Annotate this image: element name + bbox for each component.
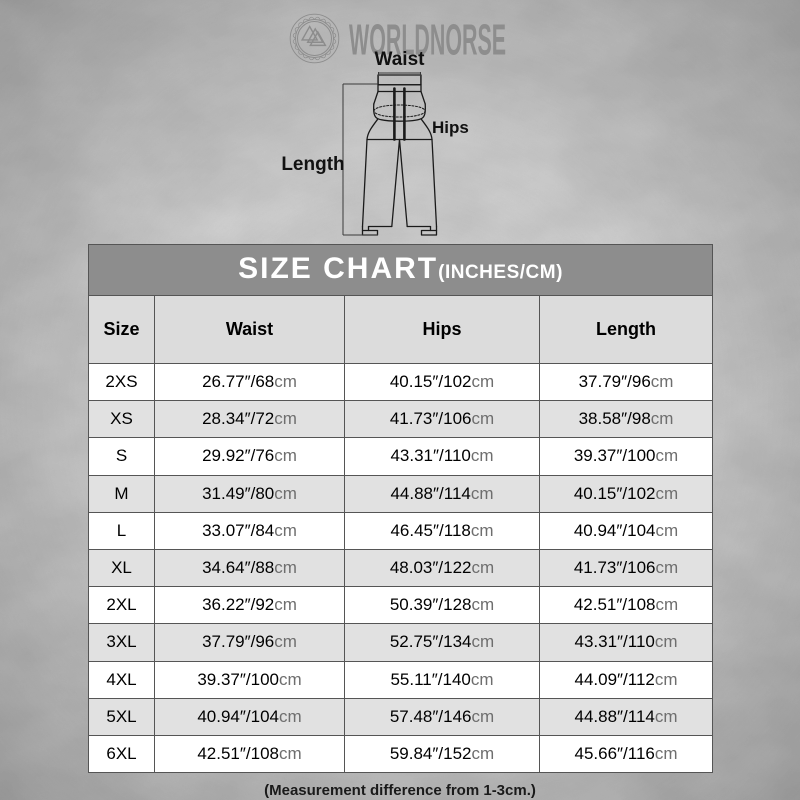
svg-text:Hips: Hips [432, 118, 469, 137]
svg-text:Waist: Waist [375, 49, 426, 70]
svg-text:Length: Length [281, 154, 344, 175]
